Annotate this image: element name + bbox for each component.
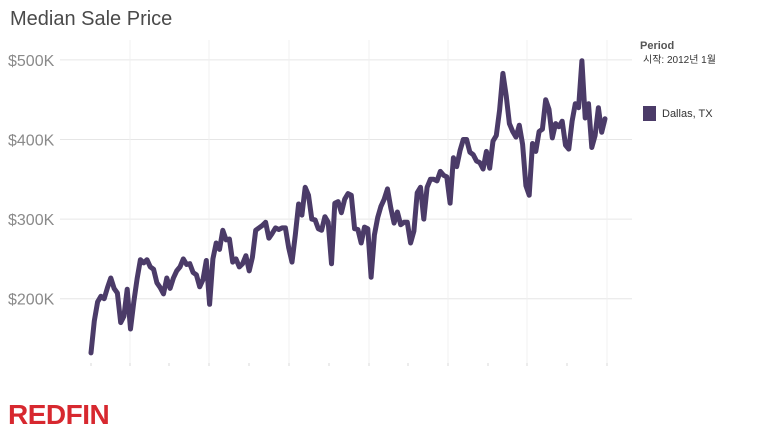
legend-label: Dallas, TX bbox=[662, 107, 713, 120]
redfin-logo: REDFIN bbox=[8, 399, 110, 430]
legend-item-dallas[interactable]: Dallas, TX bbox=[643, 106, 713, 121]
chart-title: Median Sale Price bbox=[10, 8, 173, 30]
y-tick-label: $200K bbox=[8, 292, 55, 309]
series-line-dallas bbox=[88, 58, 608, 356]
x-axis-ticks bbox=[90, 363, 608, 366]
legend-title: Period bbox=[640, 40, 675, 52]
y-tick-label: $400K bbox=[8, 133, 55, 150]
y-axis-ticks: $200K $300K $400K $500K bbox=[8, 53, 55, 309]
legend-subtitle: 시작: 2012년 1월 bbox=[643, 55, 716, 66]
y-tick-label: $300K bbox=[8, 212, 55, 229]
legend-swatch bbox=[643, 106, 656, 121]
y-tick-label: $500K bbox=[8, 53, 55, 70]
